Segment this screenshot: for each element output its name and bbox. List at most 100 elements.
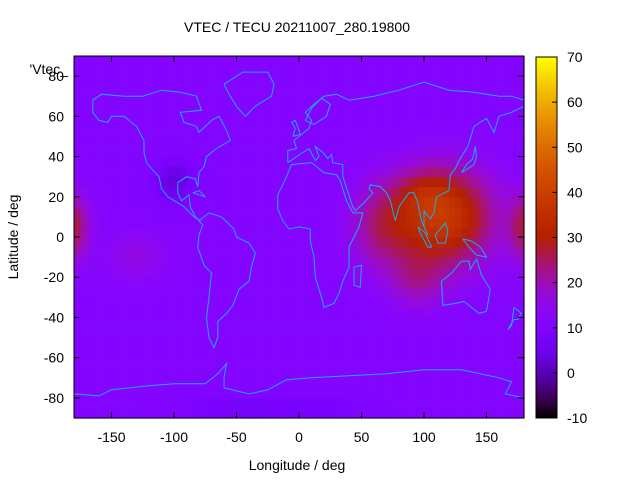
heatmap-cell	[92, 96, 100, 107]
heatmap-cell	[142, 146, 150, 158]
heatmap-cell	[111, 367, 119, 379]
heatmap-cell	[105, 206, 113, 218]
heatmap-cell	[380, 146, 388, 158]
heatmap-cell	[336, 146, 344, 158]
heatmap-cell	[199, 267, 206, 278]
plot-area: -150 -100 -50 0 50 100 150 -80-60-40-200204060…	[44, 55, 525, 445]
heatmap-cell	[205, 216, 213, 228]
heatmap-cell	[449, 216, 456, 228]
coastline-cuba	[192, 190, 206, 198]
heatmap-cell	[261, 126, 269, 138]
heatmap-cell	[405, 86, 413, 97]
heatmap-cell	[511, 56, 519, 67]
heatmap-cell	[205, 257, 213, 268]
heatmap-cell	[367, 317, 375, 329]
heatmap-cell	[511, 317, 519, 329]
heatmap-cell	[480, 206, 488, 218]
heatmap-cell	[461, 226, 469, 238]
heatmap-cell	[274, 377, 281, 389]
heatmap-cell	[192, 146, 200, 158]
heatmap-cell	[399, 136, 406, 148]
heatmap-cell	[455, 317, 463, 329]
heatmap-cell	[286, 206, 294, 218]
heatmap-cell	[199, 66, 206, 77]
heatmap-cell	[442, 237, 450, 248]
heatmap-cell	[174, 237, 181, 248]
heatmap-cell	[449, 196, 456, 208]
heatmap-cell	[455, 166, 463, 178]
heatmap-cell	[255, 196, 263, 208]
heatmap-cell	[74, 337, 81, 349]
heatmap-cell	[305, 247, 313, 258]
heatmap-cell	[92, 106, 100, 117]
heatmap-cell	[342, 196, 350, 208]
heatmap-cell	[142, 257, 150, 268]
heatmap-cell	[211, 136, 219, 148]
heatmap-cell	[374, 206, 381, 218]
heatmap-cell	[480, 136, 488, 148]
heatmap-cell	[355, 136, 363, 148]
heatmap-cell	[205, 307, 213, 319]
heatmap-cell	[449, 56, 456, 67]
heatmap-cell	[399, 176, 406, 188]
colorbar-tick-label: 0	[567, 365, 575, 381]
heatmap-cell	[392, 156, 400, 168]
heatmap-cell	[155, 166, 163, 178]
heatmap-cell	[236, 106, 244, 117]
heatmap-cell	[492, 176, 500, 188]
heatmap-cell	[124, 337, 131, 349]
heatmap-cell	[505, 206, 513, 218]
heatmap-cell	[124, 176, 131, 188]
heatmap-cell	[86, 156, 94, 168]
heatmap-cell	[505, 166, 513, 178]
heatmap-cell	[186, 387, 194, 399]
heatmap-cell	[311, 387, 319, 399]
heatmap-cell	[130, 357, 138, 369]
heatmap-cell	[349, 226, 356, 238]
heatmap-cell	[380, 216, 388, 228]
heatmap-cell	[499, 206, 506, 218]
heatmap-cell	[111, 136, 119, 148]
heatmap-cell	[267, 176, 275, 188]
heatmap-cell	[136, 226, 144, 238]
heatmap-cell	[380, 357, 388, 369]
heatmap-cell	[430, 146, 438, 158]
heatmap-cell	[511, 86, 519, 97]
heatmap-cell	[261, 397, 269, 409]
y-tick-label: 60	[48, 108, 64, 124]
heatmap-cell	[299, 327, 306, 339]
heatmap-cell	[474, 206, 481, 218]
heatmap-cell	[280, 136, 288, 148]
heatmap-cell	[105, 237, 113, 248]
heatmap-cell	[461, 136, 469, 148]
heatmap-cell	[467, 116, 475, 127]
heatmap-cell	[405, 106, 413, 117]
heatmap-cell	[161, 257, 169, 268]
coastline-south-america	[197, 212, 256, 349]
heatmap-cell	[336, 116, 344, 127]
heatmap-cell	[405, 156, 413, 168]
heatmap-cell	[274, 156, 281, 168]
heatmap-cell	[236, 66, 244, 77]
heatmap-cell	[417, 116, 425, 127]
heatmap-cell	[486, 277, 494, 288]
heatmap-cell	[417, 287, 425, 298]
heatmap-cell	[224, 206, 231, 218]
heatmap-cell	[442, 146, 450, 158]
heatmap-cell	[305, 337, 313, 349]
heatmap-cell	[499, 76, 506, 87]
heatmap-cell	[292, 96, 300, 107]
heatmap-cell	[86, 176, 94, 188]
heatmap-cell	[180, 407, 188, 419]
heatmap-cell	[274, 347, 281, 359]
heatmap-cell	[86, 166, 94, 178]
heatmap-cell	[411, 297, 419, 308]
heatmap-cell	[299, 247, 306, 258]
heatmap-cell	[99, 96, 106, 107]
heatmap-cell	[205, 146, 213, 158]
heatmap-cell	[511, 116, 519, 127]
heatmap-cell	[374, 56, 381, 67]
heatmap-cell	[180, 397, 188, 409]
heatmap-cell	[355, 247, 363, 258]
